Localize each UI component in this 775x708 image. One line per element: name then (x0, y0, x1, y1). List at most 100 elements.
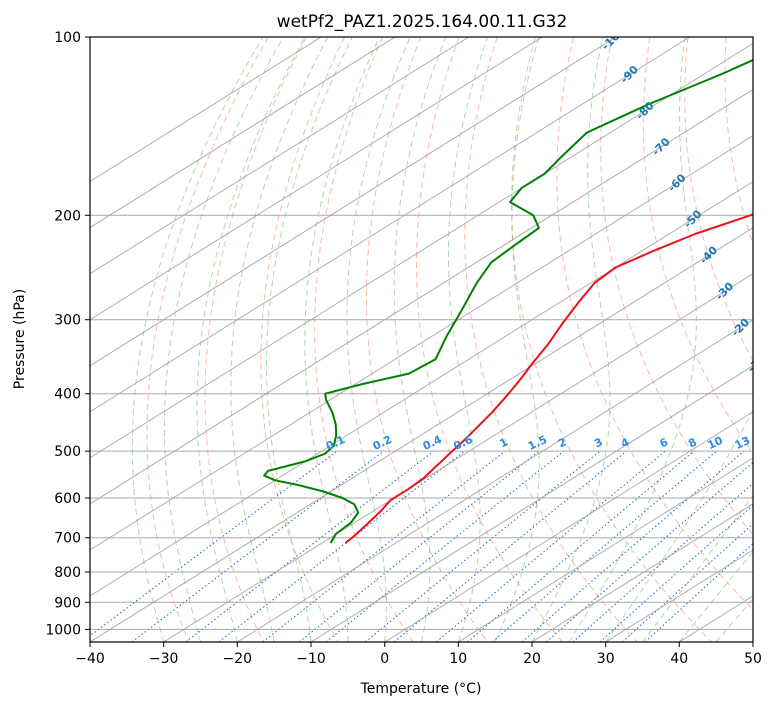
mixing-ratio-line (364, 450, 601, 642)
moist-adiabat-line (163, 37, 284, 642)
dry-adiabat-line (464, 37, 638, 642)
isotherm-line (90, 37, 396, 229)
plot-frame (89, 36, 754, 643)
mixing-ratio-line (436, 450, 666, 642)
mixing-ratio-label: 2 (556, 435, 568, 450)
moist-adiabat-line (346, 37, 411, 642)
isotherm-line (605, 549, 753, 642)
x-tick-label: 20 (523, 651, 541, 667)
mixing-ratio-label: 0.2 (371, 433, 394, 453)
line-labels: 0.10.20.40.611.52346810131620253036-100-… (324, 24, 775, 453)
series-layer (263, 58, 753, 544)
y-tick-label: 700 (54, 531, 81, 547)
mixing-ratio-line (262, 450, 506, 642)
x-tick-label: −10 (296, 651, 326, 667)
y-tick-label: 500 (54, 444, 81, 460)
moist-adiabat-line (196, 37, 306, 642)
y-tick-label: 900 (54, 595, 81, 611)
mixing-ratio-label: 0.1 (324, 433, 347, 453)
x-axis-label: Temperature (°C) (360, 681, 482, 697)
moist-adiabat-line (642, 494, 753, 642)
moist-adiabat-line (568, 37, 697, 642)
dry-adiabat-line (204, 37, 307, 642)
moist-adiabat-line (715, 597, 753, 642)
dry-adiabat-line (764, 37, 775, 642)
isotherm-line (90, 134, 753, 551)
temperature-line (344, 213, 753, 544)
moist-adiabat-line (393, 37, 446, 642)
isotherm-line (237, 319, 753, 642)
dry-adiabat-line (314, 37, 414, 642)
y-tick-label: 800 (54, 565, 81, 581)
dewpoint-line (263, 58, 753, 544)
mixing-ratio-label: 1.5 (526, 433, 549, 453)
y-tick-label: 100 (54, 30, 81, 46)
isotherm-line (752, 641, 753, 642)
isotherm-line (90, 227, 753, 642)
x-axis-ticks: −40 −30 −20 −10 0 10 20 30 40 50 (75, 642, 762, 667)
isotherm-line (90, 37, 617, 367)
mixing-ratio-line (185, 450, 435, 642)
moist-adiabat-line (494, 37, 540, 642)
dry-adiabat-line (684, 37, 753, 362)
mixing-ratio-line (622, 523, 753, 642)
isotherm-label: -70 (650, 135, 673, 158)
moist-adiabat-line (448, 37, 489, 642)
dry-adiabat-line (146, 37, 269, 642)
dry-adiabat-line (511, 37, 713, 642)
moist-adiabat-line (304, 37, 380, 642)
mixing-ratio-line (572, 482, 753, 642)
mixing-ratio-label: 13 (733, 434, 752, 452)
isotherm-label: -10 (745, 352, 768, 375)
isotherm-label: -30 (713, 279, 736, 302)
dry-adiabat-line (416, 37, 563, 642)
x-tick-label: 0 (380, 651, 389, 667)
y-tick-label: 400 (54, 387, 81, 403)
dry-adiabat-line (724, 37, 753, 246)
moist-adiabat-line (230, 37, 329, 642)
isotherm-line (163, 273, 753, 642)
isotherm-line (90, 37, 469, 275)
isotherm-label: -100 (599, 24, 628, 53)
mixing-ratio-line (218, 450, 465, 642)
mixing-ratio-label: 8 (686, 435, 698, 450)
isotherm-label: -90 (618, 63, 641, 86)
isotherm-label: -40 (697, 243, 720, 266)
mixing-ratio-label: 0.4 (421, 433, 444, 453)
isotherm-line (90, 180, 753, 597)
y-tick-label: 300 (54, 313, 81, 329)
chart-title: wetPf2_PAZ1.2025.164.00.11.G32 (277, 12, 568, 32)
mixing-ratio-line (545, 461, 753, 642)
mixing-ratio-line (599, 504, 753, 642)
x-tick-label: −20 (223, 651, 253, 667)
isotherm-line (384, 411, 753, 642)
x-tick-label: 30 (597, 651, 615, 667)
mixing-ratio-line (521, 450, 745, 642)
mixing-ratio-line (467, 450, 695, 642)
isotherm-line (531, 503, 753, 642)
isotherm-line (310, 365, 753, 642)
isotherm-line (90, 88, 753, 505)
moist-adiabat-line (605, 408, 753, 642)
x-tick-label: 10 (449, 651, 467, 667)
mixing-ratio-label: 16 (755, 434, 775, 452)
mixing-ratio-label: 3 (592, 435, 604, 450)
isotherm-label: 0 (765, 392, 775, 407)
isotherm-label: -20 (729, 316, 752, 339)
mixing-ratio-line (491, 450, 718, 642)
isotherm-line (90, 42, 753, 459)
x-tick-label: −40 (75, 651, 105, 667)
y-axis-label: Pressure (hPa) (12, 289, 28, 389)
dry-adiabat-line (642, 37, 753, 454)
isotherm-line (90, 37, 690, 413)
dry-adiabat-line (600, 37, 753, 536)
y-tick-label: 600 (54, 491, 81, 507)
isotherm-line (679, 595, 753, 642)
mixing-ratio-label: 10 (706, 434, 726, 452)
moist-adiabat-line (131, 37, 264, 642)
isotherm-label: -50 (681, 207, 704, 230)
background-lines (90, 37, 775, 642)
mixing-ratio-line (393, 450, 627, 642)
mixing-ratio-label: 6 (658, 435, 671, 450)
x-tick-label: 40 (670, 651, 688, 667)
